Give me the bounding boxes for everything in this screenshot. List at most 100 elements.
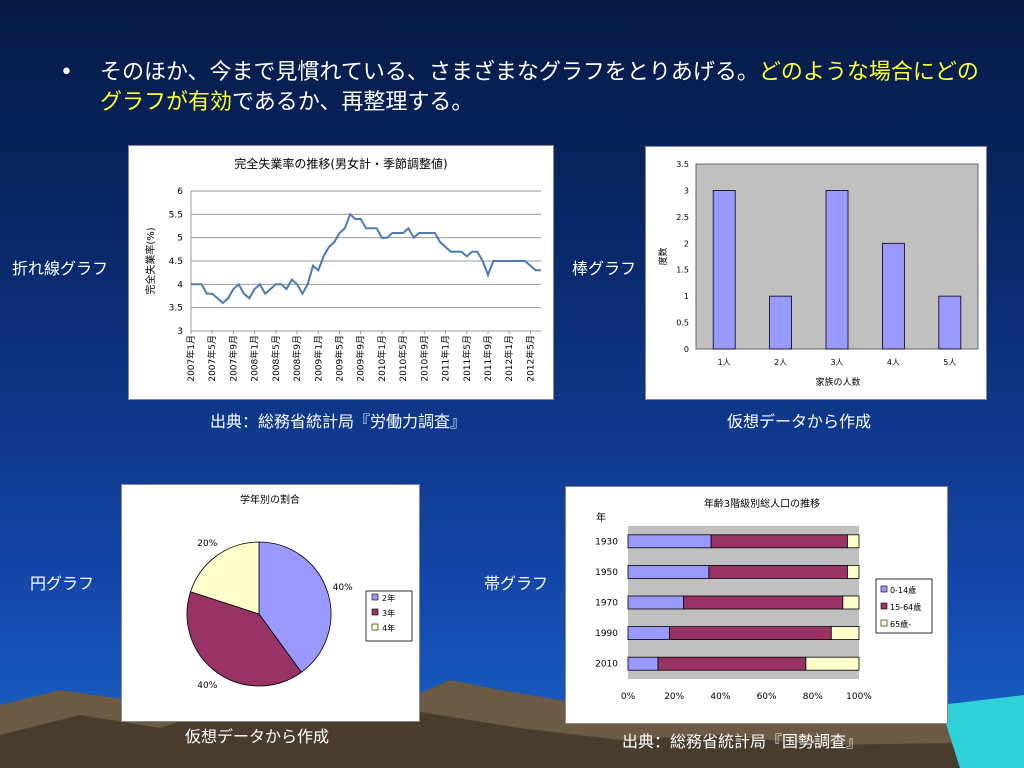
bar-chart-xlabel: 家族の人数: [815, 376, 860, 388]
pie-legend-swatch: [371, 608, 379, 616]
line-ytick-label: 3: [177, 327, 183, 337]
bar-ytick-label: 2: [684, 239, 689, 248]
line-xtick-label: 2009年9月: [355, 335, 367, 382]
bar-ytick-label: 3.5: [676, 160, 689, 169]
band-xtick-label: 0%: [621, 692, 636, 702]
bar-ytick-label: 0: [684, 345, 689, 354]
heading-text: そのほか、今まで見慣れている、さまざまなグラフをとりあげる。どのような場合にどの…: [100, 58, 980, 118]
bar-category-label: 4人: [887, 358, 900, 367]
pie-chart-labels: 40% 40% 20%: [197, 539, 353, 691]
bar-ytick-label: 1: [684, 292, 689, 301]
band-legend-swatch: [880, 585, 888, 593]
band-chart: 年齢3階級別総人口の推移 年 1930 1950 1970 1990 2010 0% 20…: [595, 497, 933, 702]
band-xtick-label: 20%: [664, 692, 684, 702]
line-xtick-label: 2012年1月: [503, 335, 515, 382]
bar-category-label: 1人: [718, 358, 731, 367]
bar-ytick-label: 0.5: [676, 319, 689, 328]
caption-bar-source: 仮想データから作成: [727, 412, 872, 431]
line-ytick-label: 5: [177, 234, 183, 244]
pie-slice-label: 40%: [333, 583, 353, 593]
pie-legend-label: 2年: [382, 593, 395, 603]
pie-chart-title: 学年別の割合: [240, 493, 300, 506]
band-segment-2010-2: [805, 656, 860, 671]
band-xtick-label: 100%: [846, 692, 872, 702]
band-chart-ylabel: 年: [596, 511, 606, 524]
pie-legend-label: 4年: [382, 623, 395, 633]
heading-end-text: であるか、再整理する。: [232, 90, 474, 115]
band-segment-1950-1: [708, 565, 848, 579]
band-segment-1930-1: [710, 534, 848, 549]
band-legend-swatch: [880, 619, 888, 627]
band-segment-1950-0: [627, 565, 710, 579]
pie-legend-swatch: [371, 623, 379, 631]
line-ytick-label: 3.5: [169, 304, 183, 314]
band-chart-bars: [627, 534, 860, 671]
pie-slice-label: 40%: [197, 681, 217, 691]
bar-ytick-label: 3: [684, 186, 689, 195]
band-legend-label: 65歳-: [890, 619, 911, 629]
caption-line-source: 出典：総務省統計局『労働力調査』: [210, 412, 467, 431]
heading-highlight-text: どのような場合にどのグラフが有効: [100, 60, 979, 115]
bar-5人: [938, 295, 962, 350]
band-xtick-label: 60%: [757, 692, 777, 702]
pie-chart-legend: 2年 3年 4年: [365, 590, 413, 642]
band-category-label: 2010: [595, 660, 618, 670]
band-segment-2010-0: [627, 656, 659, 671]
pie-slice-label: 20%: [197, 539, 217, 549]
band-category-label: 1950: [595, 568, 618, 578]
band-legend-label: 0-14歳: [890, 585, 916, 595]
line-xtick-label: 2007年5月: [206, 335, 218, 382]
caption-pie-source: 仮想データから作成: [185, 727, 330, 746]
pie-legend-swatch: [371, 593, 379, 601]
line-ytick-label: 6: [177, 187, 183, 197]
band-segment-1990-1: [669, 626, 832, 641]
bar-chart-bars: [712, 190, 962, 350]
band-xtick-label: 80%: [803, 692, 823, 702]
band-chart-categories: 1930 1950 1970 1990 2010: [595, 537, 618, 669]
bar-1人: [712, 190, 736, 350]
line-xtick-label: 2010年1月: [376, 335, 388, 382]
bar-ytick-label: 1.5: [676, 266, 689, 275]
band-segment-1990-2: [830, 626, 860, 641]
caption-band-source: 出典：総務省統計局『国勢調査』: [622, 732, 863, 751]
band-segment-1930-2: [847, 534, 860, 549]
bar-category-label: 3人: [830, 358, 843, 367]
pie-slice-2年: [258, 541, 332, 673]
bar-category-label: 2人: [774, 358, 787, 367]
line-ytick-label: 4: [177, 280, 183, 290]
line-xtick-label: 2007年9月: [227, 335, 239, 382]
line-xtick-label: 2008年9月: [291, 335, 303, 382]
pie-chart: 学年別の割合 40% 40% 20% 2年 3年 4年: [186, 493, 413, 691]
bar-2人: [769, 295, 792, 350]
line-chart-xticks: 2007年1月 2007年5月 2007年9月 2008年1月 2008年5月 2008年…: [185, 331, 536, 382]
band-chart-xticks: 0% 20% 40% 60% 80% 100%: [621, 692, 872, 702]
label-band-graph: 帯グラフ: [484, 574, 549, 593]
band-chart-legend: 0-14歳 15-64歳 65歳-: [875, 578, 933, 634]
bar-chart-ylabel: 度数: [657, 247, 669, 265]
band-segment-1930-0: [627, 534, 712, 549]
line-xtick-label: 2011年9月: [482, 335, 494, 382]
bar-chart-yticks: 0 0.5 1 1.5 2 2.5 3 3.5: [676, 160, 689, 354]
line-xtick-label: 2007年1月: [185, 335, 197, 382]
label-line-graph: 折れ線グラフ: [12, 259, 109, 278]
band-category-label: 1990: [595, 629, 618, 639]
band-chart-panel: 年齢3階級別総人口の推移 年 1930 1950 1970 1990 2010 0% 20…: [565, 486, 948, 724]
line-xtick-label: 2011年1月: [440, 335, 452, 382]
bar-chart-xticks: 1人 2人 3人 4人 5人: [718, 358, 957, 367]
line-xtick-label: 2010年9月: [418, 335, 430, 382]
pie-slice-3年: [186, 591, 302, 687]
pie-chart-panel: 学年別の割合 40% 40% 20% 2年 3年 4年: [121, 484, 420, 722]
line-ytick-label: 4.5: [169, 257, 183, 267]
line-chart-title: 完全失業率の推移(男女計・季節調整値): [234, 156, 447, 171]
band-chart-title: 年齢3階級別総人口の推移: [704, 497, 820, 510]
band-segment-1990-0: [627, 626, 670, 641]
line-series: [191, 212, 541, 305]
band-category-label: 1970: [595, 599, 618, 609]
bar-chart-panel: 度数 家族の人数 0 0.5 1 1.5 2 2.5 3 3.5 1人 2人 3人 4人 5人: [645, 146, 987, 400]
line-chart-ylabel: 完全失業率(%): [144, 227, 157, 294]
band-xtick-label: 40%: [710, 692, 730, 702]
bar-3人: [825, 190, 849, 350]
line-xtick-label: 2012年5月: [524, 335, 536, 382]
line-chart-panel: 完全失業率の推移(男女計・季節調整値) 完全失業率(%) 3 3.5 4 4.5 5 5.…: [128, 145, 554, 400]
heading: • そのほか、今まで見慣れている、さまざまなグラフをとりあげる。どのような場合に…: [60, 58, 980, 118]
